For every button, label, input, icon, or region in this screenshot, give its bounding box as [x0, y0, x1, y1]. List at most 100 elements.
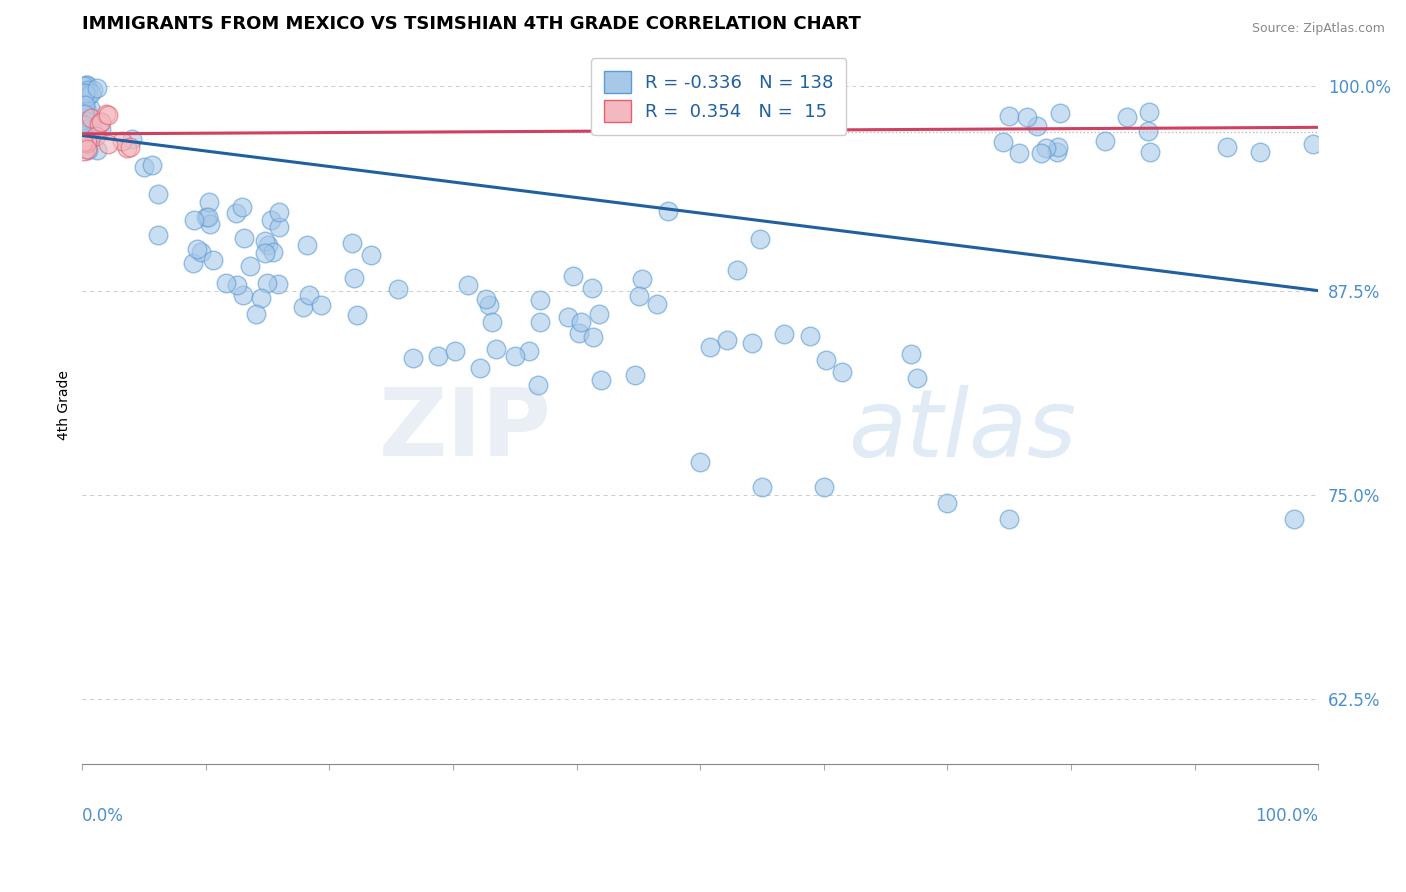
Point — [699, 340, 721, 354]
Point — [991, 135, 1014, 149]
Point — [402, 351, 425, 365]
Text: 0.0%: 0.0% — [83, 807, 124, 825]
Point — [1047, 140, 1070, 154]
Point — [260, 212, 283, 227]
Point — [1139, 145, 1161, 159]
Point — [97, 137, 120, 152]
Point — [998, 109, 1021, 123]
Point — [75, 126, 97, 140]
Point — [1015, 111, 1038, 125]
Point — [657, 204, 679, 219]
Point — [84, 129, 107, 144]
Point — [76, 78, 98, 92]
Point — [269, 220, 291, 235]
Point — [73, 138, 96, 153]
Point — [444, 343, 467, 358]
Point — [647, 297, 669, 311]
Point — [998, 512, 1021, 526]
Point — [97, 108, 120, 122]
Point — [346, 308, 368, 322]
Point — [75, 114, 97, 128]
Point — [457, 277, 479, 292]
Point — [529, 315, 551, 329]
Point — [76, 143, 98, 157]
Point — [503, 349, 526, 363]
Point — [517, 344, 540, 359]
Point — [80, 112, 103, 126]
Point — [75, 78, 97, 93]
Point — [72, 119, 94, 133]
Point — [1137, 104, 1160, 119]
Point — [1046, 145, 1069, 160]
Point — [478, 298, 501, 312]
Point — [77, 89, 100, 103]
Point — [141, 158, 163, 172]
Point — [900, 347, 922, 361]
Point — [72, 135, 94, 149]
Point — [1115, 110, 1137, 124]
Point — [291, 300, 314, 314]
Point — [72, 86, 94, 100]
Point — [716, 333, 738, 347]
Point — [232, 288, 254, 302]
Point — [198, 195, 221, 210]
Point — [1035, 141, 1057, 155]
Point — [245, 307, 267, 321]
Text: atlas: atlas — [849, 384, 1077, 475]
Point — [631, 271, 654, 285]
Point — [426, 349, 449, 363]
Point — [87, 117, 110, 131]
Point — [1282, 512, 1305, 526]
Text: Source: ZipAtlas.com: Source: ZipAtlas.com — [1251, 22, 1385, 36]
Point — [568, 326, 591, 340]
Point — [79, 101, 101, 115]
Point — [94, 106, 117, 120]
Point — [121, 132, 143, 146]
Point — [73, 88, 96, 103]
Point — [75, 97, 97, 112]
Point — [815, 353, 838, 368]
Point — [76, 104, 98, 119]
Point — [146, 227, 169, 242]
Point — [146, 186, 169, 201]
Text: ZIP: ZIP — [380, 384, 553, 476]
Point — [342, 236, 364, 251]
Point — [76, 114, 98, 128]
Point — [73, 136, 96, 150]
Point — [254, 234, 277, 248]
Point — [569, 315, 592, 329]
Point — [194, 211, 217, 225]
Point — [1008, 145, 1031, 160]
Point — [111, 135, 134, 149]
Point — [813, 480, 835, 494]
Point — [905, 371, 928, 385]
Point — [86, 144, 108, 158]
Point — [76, 83, 98, 97]
Point — [557, 310, 579, 325]
Point — [527, 377, 550, 392]
Point — [387, 283, 409, 297]
Point — [73, 145, 96, 159]
Point — [257, 238, 280, 252]
Point — [831, 365, 853, 379]
Point — [231, 200, 253, 214]
Point — [198, 217, 221, 231]
Point — [249, 291, 271, 305]
Point — [90, 114, 112, 128]
Point — [1302, 137, 1324, 152]
Point — [470, 360, 492, 375]
Point — [120, 140, 142, 154]
Point — [75, 105, 97, 120]
Point — [1026, 120, 1049, 134]
Point — [475, 292, 498, 306]
Point — [689, 455, 711, 469]
Text: IMMIGRANTS FROM MEXICO VS TSIMSHIAN 4TH GRADE CORRELATION CHART: IMMIGRANTS FROM MEXICO VS TSIMSHIAN 4TH … — [83, 15, 860, 33]
Point — [262, 245, 284, 260]
Point — [485, 342, 508, 356]
Point — [73, 129, 96, 144]
Point — [1136, 123, 1159, 137]
Point — [529, 293, 551, 307]
Point — [73, 108, 96, 122]
Legend: R = -0.336   N = 138, R =  0.354   N =  15: R = -0.336 N = 138, R = 0.354 N = 15 — [592, 58, 846, 135]
Point — [186, 242, 208, 256]
